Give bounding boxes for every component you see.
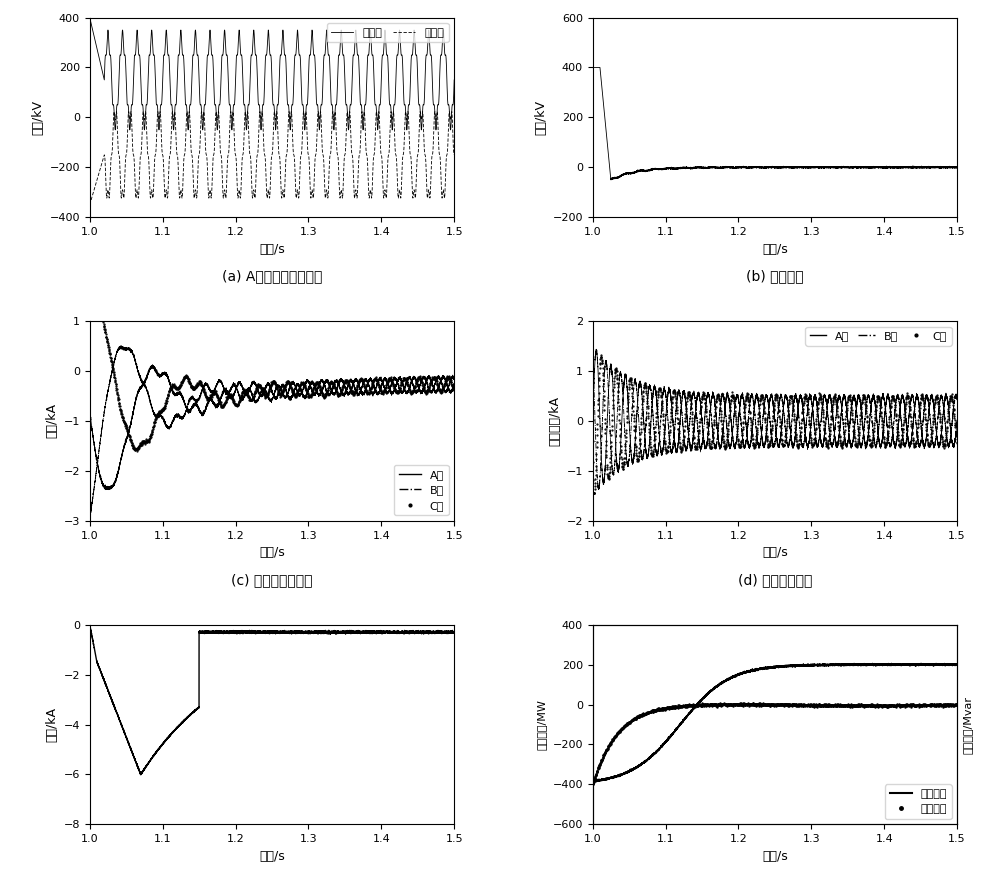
Text: (a) A相上、下桥臂电压: (a) A相上、下桥臂电压	[221, 269, 322, 283]
上桥臂	[449, 75, 461, 85]
下桥臂	[449, 150, 461, 160]
有功功率	[915, 658, 927, 668]
Y-axis label: 无功功率/Mvar: 无功功率/Mvar	[963, 695, 973, 753]
X-axis label: 时间/s: 时间/s	[762, 850, 788, 863]
Y-axis label: 交流电流/kA: 交流电流/kA	[548, 396, 561, 446]
上桥臂	[445, 125, 457, 135]
Line: 无功功率: 无功功率	[591, 702, 958, 785]
Y-axis label: 电压/kV: 电压/kV	[31, 100, 44, 135]
上桥臂	[106, 72, 118, 82]
下桥臂	[156, 125, 167, 135]
X-axis label: 时间/s: 时间/s	[259, 546, 285, 560]
Y-axis label: 电压/kV: 电压/kV	[533, 100, 547, 135]
有功功率	[932, 659, 944, 669]
有功功率	[658, 738, 670, 748]
X-axis label: 时间/s: 时间/s	[259, 850, 285, 863]
上桥臂	[429, 107, 441, 118]
Legend: 有功功率, 无功功率: 有功功率, 无功功率	[885, 784, 951, 819]
无功功率	[811, 701, 823, 711]
下桥臂	[84, 199, 96, 210]
无功功率	[819, 700, 831, 710]
X-axis label: 时间/s: 时间/s	[259, 243, 285, 255]
Legend: A相, B相, C相: A相, B相, C相	[394, 466, 449, 516]
Text: (d) 三相交流电流: (d) 三相交流电流	[738, 573, 813, 587]
下桥臂	[429, 107, 441, 118]
X-axis label: 时间/s: 时间/s	[762, 243, 788, 255]
下桥臂	[99, 153, 111, 163]
Text: (b) 直流电压: (b) 直流电压	[746, 269, 804, 283]
下桥臂	[86, 194, 98, 204]
Line: 上桥臂: 上桥臂	[90, 18, 455, 130]
Legend: A相, B相, C相: A相, B相, C相	[806, 326, 951, 346]
上桥臂	[262, 28, 274, 39]
有功功率	[588, 775, 600, 786]
有功功率	[765, 662, 777, 673]
下桥臂	[106, 150, 118, 160]
无功功率	[762, 700, 774, 710]
X-axis label: 时间/s: 时间/s	[762, 546, 788, 560]
无功功率	[713, 699, 725, 709]
下桥臂	[262, 187, 274, 197]
Y-axis label: 电流/kA: 电流/kA	[45, 403, 58, 438]
无功功率	[951, 699, 963, 709]
有功功率	[951, 660, 963, 670]
无功功率	[586, 779, 598, 789]
Text: (c) 三相上桥臂电流: (c) 三相上桥臂电流	[231, 573, 313, 587]
无功功率	[738, 698, 750, 709]
下桥臂	[271, 106, 283, 117]
Line: 有功功率: 有功功率	[592, 663, 957, 786]
有功功率	[602, 774, 614, 784]
Y-axis label: 有功功率/MW: 有功功率/MW	[537, 699, 547, 750]
有功功率	[587, 781, 599, 791]
上桥臂	[99, 59, 111, 69]
有功功率	[586, 779, 598, 789]
无功功率	[703, 700, 715, 710]
Line: 下桥臂: 下桥臂	[90, 111, 455, 204]
Legend: 上桥臂, 下桥臂: 上桥臂, 下桥臂	[327, 23, 449, 42]
上桥臂	[156, 100, 167, 111]
Y-axis label: 电流/kA: 电流/kA	[45, 707, 58, 742]
上桥臂	[84, 12, 96, 23]
无功功率	[845, 702, 857, 712]
有功功率	[608, 773, 620, 783]
上桥臂	[86, 19, 98, 30]
